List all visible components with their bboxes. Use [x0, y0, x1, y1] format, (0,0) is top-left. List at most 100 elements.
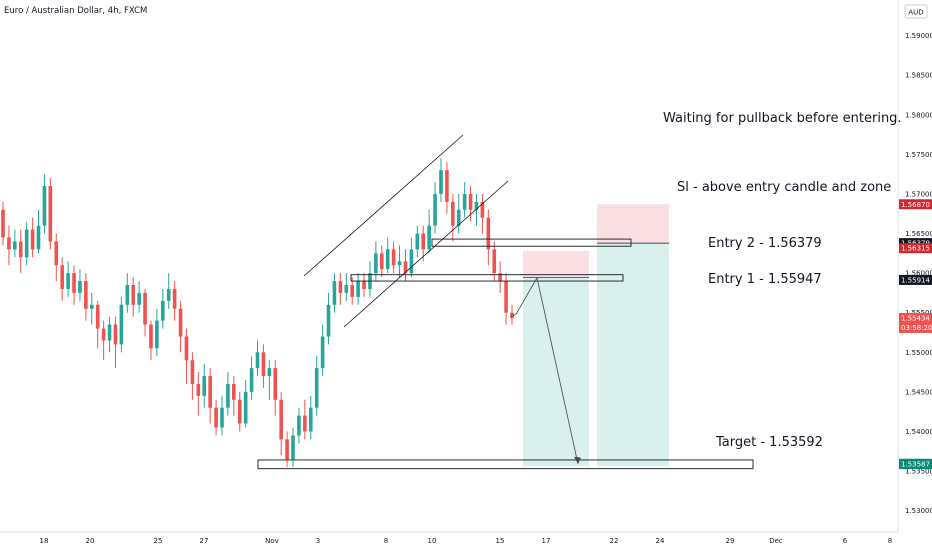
candle-body[interactable]	[421, 233, 426, 250]
candle-body[interactable]	[350, 285, 354, 297]
candle-body[interactable]	[214, 407, 218, 428]
candle-body[interactable]	[89, 304, 94, 309]
candle-body[interactable]	[504, 281, 508, 313]
candle-body[interactable]	[344, 285, 349, 293]
candle-body[interactable]	[314, 368, 319, 408]
candle-body[interactable]	[326, 304, 331, 337]
candle-body[interactable]	[451, 201, 455, 226]
candle-body[interactable]	[391, 249, 396, 266]
candle-body[interactable]	[486, 217, 491, 250]
candle-body[interactable]	[196, 383, 201, 396]
candle-body[interactable]	[462, 193, 467, 210]
candle-body[interactable]	[297, 415, 301, 436]
candle-body[interactable]	[60, 265, 64, 289]
candle-body[interactable]	[433, 193, 437, 226]
candle-body[interactable]	[279, 399, 283, 440]
price-tick-label: 1.53500	[905, 468, 932, 476]
channel-upper-line[interactable]	[303, 134, 464, 277]
price-tick-label: 1.55000	[905, 349, 932, 357]
candle-body[interactable]	[445, 170, 449, 202]
candle-body[interactable]	[161, 300, 165, 321]
candle-body[interactable]	[261, 352, 266, 377]
candle-body[interactable]	[267, 368, 272, 377]
candle-body[interactable]	[456, 209, 461, 226]
candle-body[interactable]	[273, 368, 278, 400]
currency-badge[interactable]	[904, 4, 928, 19]
candle-body[interactable]	[498, 273, 502, 282]
candle-body[interactable]	[409, 249, 414, 274]
candle-body[interactable]	[7, 237, 11, 250]
candle-body[interactable]	[137, 292, 141, 305]
candle-body[interactable]	[149, 324, 153, 349]
entry-1-zone-box[interactable]	[350, 274, 624, 282]
candle-body[interactable]	[125, 285, 130, 305]
candle-body[interactable]	[403, 261, 408, 274]
candle-body[interactable]	[13, 241, 17, 250]
entry-2-zone-box[interactable]	[431, 238, 632, 247]
candle-body[interactable]	[143, 292, 147, 325]
candle-body[interactable]	[95, 304, 100, 329]
candle-body[interactable]	[131, 285, 136, 305]
candle-body[interactable]	[374, 253, 378, 274]
candle-body[interactable]	[510, 312, 514, 319]
candle-body[interactable]	[249, 368, 254, 392]
candle-body[interactable]	[237, 399, 242, 424]
price-label-badge	[899, 199, 932, 210]
price-label-text: 1.56315	[901, 245, 930, 253]
candle-body[interactable]	[202, 376, 207, 396]
candle-body[interactable]	[190, 360, 195, 384]
candle-body[interactable]	[166, 288, 171, 301]
channel-lower-line[interactable]	[343, 180, 509, 328]
candle-body[interactable]	[379, 253, 384, 270]
candle-body[interactable]	[48, 186, 53, 242]
candle-body[interactable]	[397, 261, 402, 266]
candle-body[interactable]	[84, 281, 88, 309]
candle-body[interactable]	[30, 229, 35, 250]
candle-body[interactable]	[439, 170, 443, 194]
candle-body[interactable]	[285, 439, 289, 460]
candle-body[interactable]	[320, 336, 325, 369]
candle-body[interactable]	[362, 281, 366, 289]
candle-body[interactable]	[24, 229, 29, 258]
candle-body[interactable]	[172, 288, 177, 309]
time-tick-label: 10	[428, 537, 437, 545]
candle-body[interactable]	[427, 225, 431, 250]
candle-body[interactable]	[113, 324, 118, 345]
candle-body[interactable]	[1, 209, 5, 238]
candle-body[interactable]	[119, 304, 124, 345]
candle-body[interactable]	[54, 241, 59, 266]
candle-body[interactable]	[291, 435, 295, 460]
candle-body[interactable]	[332, 281, 337, 305]
candle-body[interactable]	[385, 249, 390, 270]
candle-body[interactable]	[356, 281, 360, 297]
candle-body[interactable]	[303, 415, 307, 432]
candle-body[interactable]	[178, 308, 183, 337]
candle-body[interactable]	[468, 193, 473, 210]
candle-body[interactable]	[338, 281, 343, 293]
candle-body[interactable]	[308, 407, 313, 432]
candle-body[interactable]	[66, 273, 70, 289]
candle-body[interactable]	[474, 201, 479, 210]
candle-body[interactable]	[243, 391, 248, 424]
candle-body[interactable]	[36, 225, 41, 250]
candle-body[interactable]	[155, 320, 159, 349]
candle-body[interactable]	[492, 249, 497, 274]
candle-body[interactable]	[232, 383, 236, 400]
candle-body[interactable]	[42, 186, 47, 226]
target-zone-box[interactable]	[257, 459, 754, 470]
candle-body[interactable]	[220, 407, 224, 428]
candle-body[interactable]	[480, 201, 485, 218]
candle-body[interactable]	[255, 352, 260, 369]
candle-body[interactable]	[18, 241, 23, 258]
candle-body[interactable]	[101, 328, 106, 341]
candle-body[interactable]	[208, 376, 212, 408]
price-label-badge	[899, 238, 932, 249]
candle-body[interactable]	[226, 383, 230, 408]
candle-body[interactable]	[107, 324, 112, 341]
candle-body[interactable]	[415, 233, 420, 250]
candle-body[interactable]	[184, 336, 189, 361]
projection-path[interactable]	[510, 276, 579, 465]
candle-body[interactable]	[78, 281, 82, 293]
candle-body[interactable]	[72, 273, 76, 293]
